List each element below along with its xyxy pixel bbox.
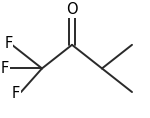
Text: F: F — [12, 86, 20, 101]
Text: O: O — [66, 2, 78, 17]
Text: F: F — [4, 36, 12, 51]
Text: F: F — [1, 61, 9, 76]
